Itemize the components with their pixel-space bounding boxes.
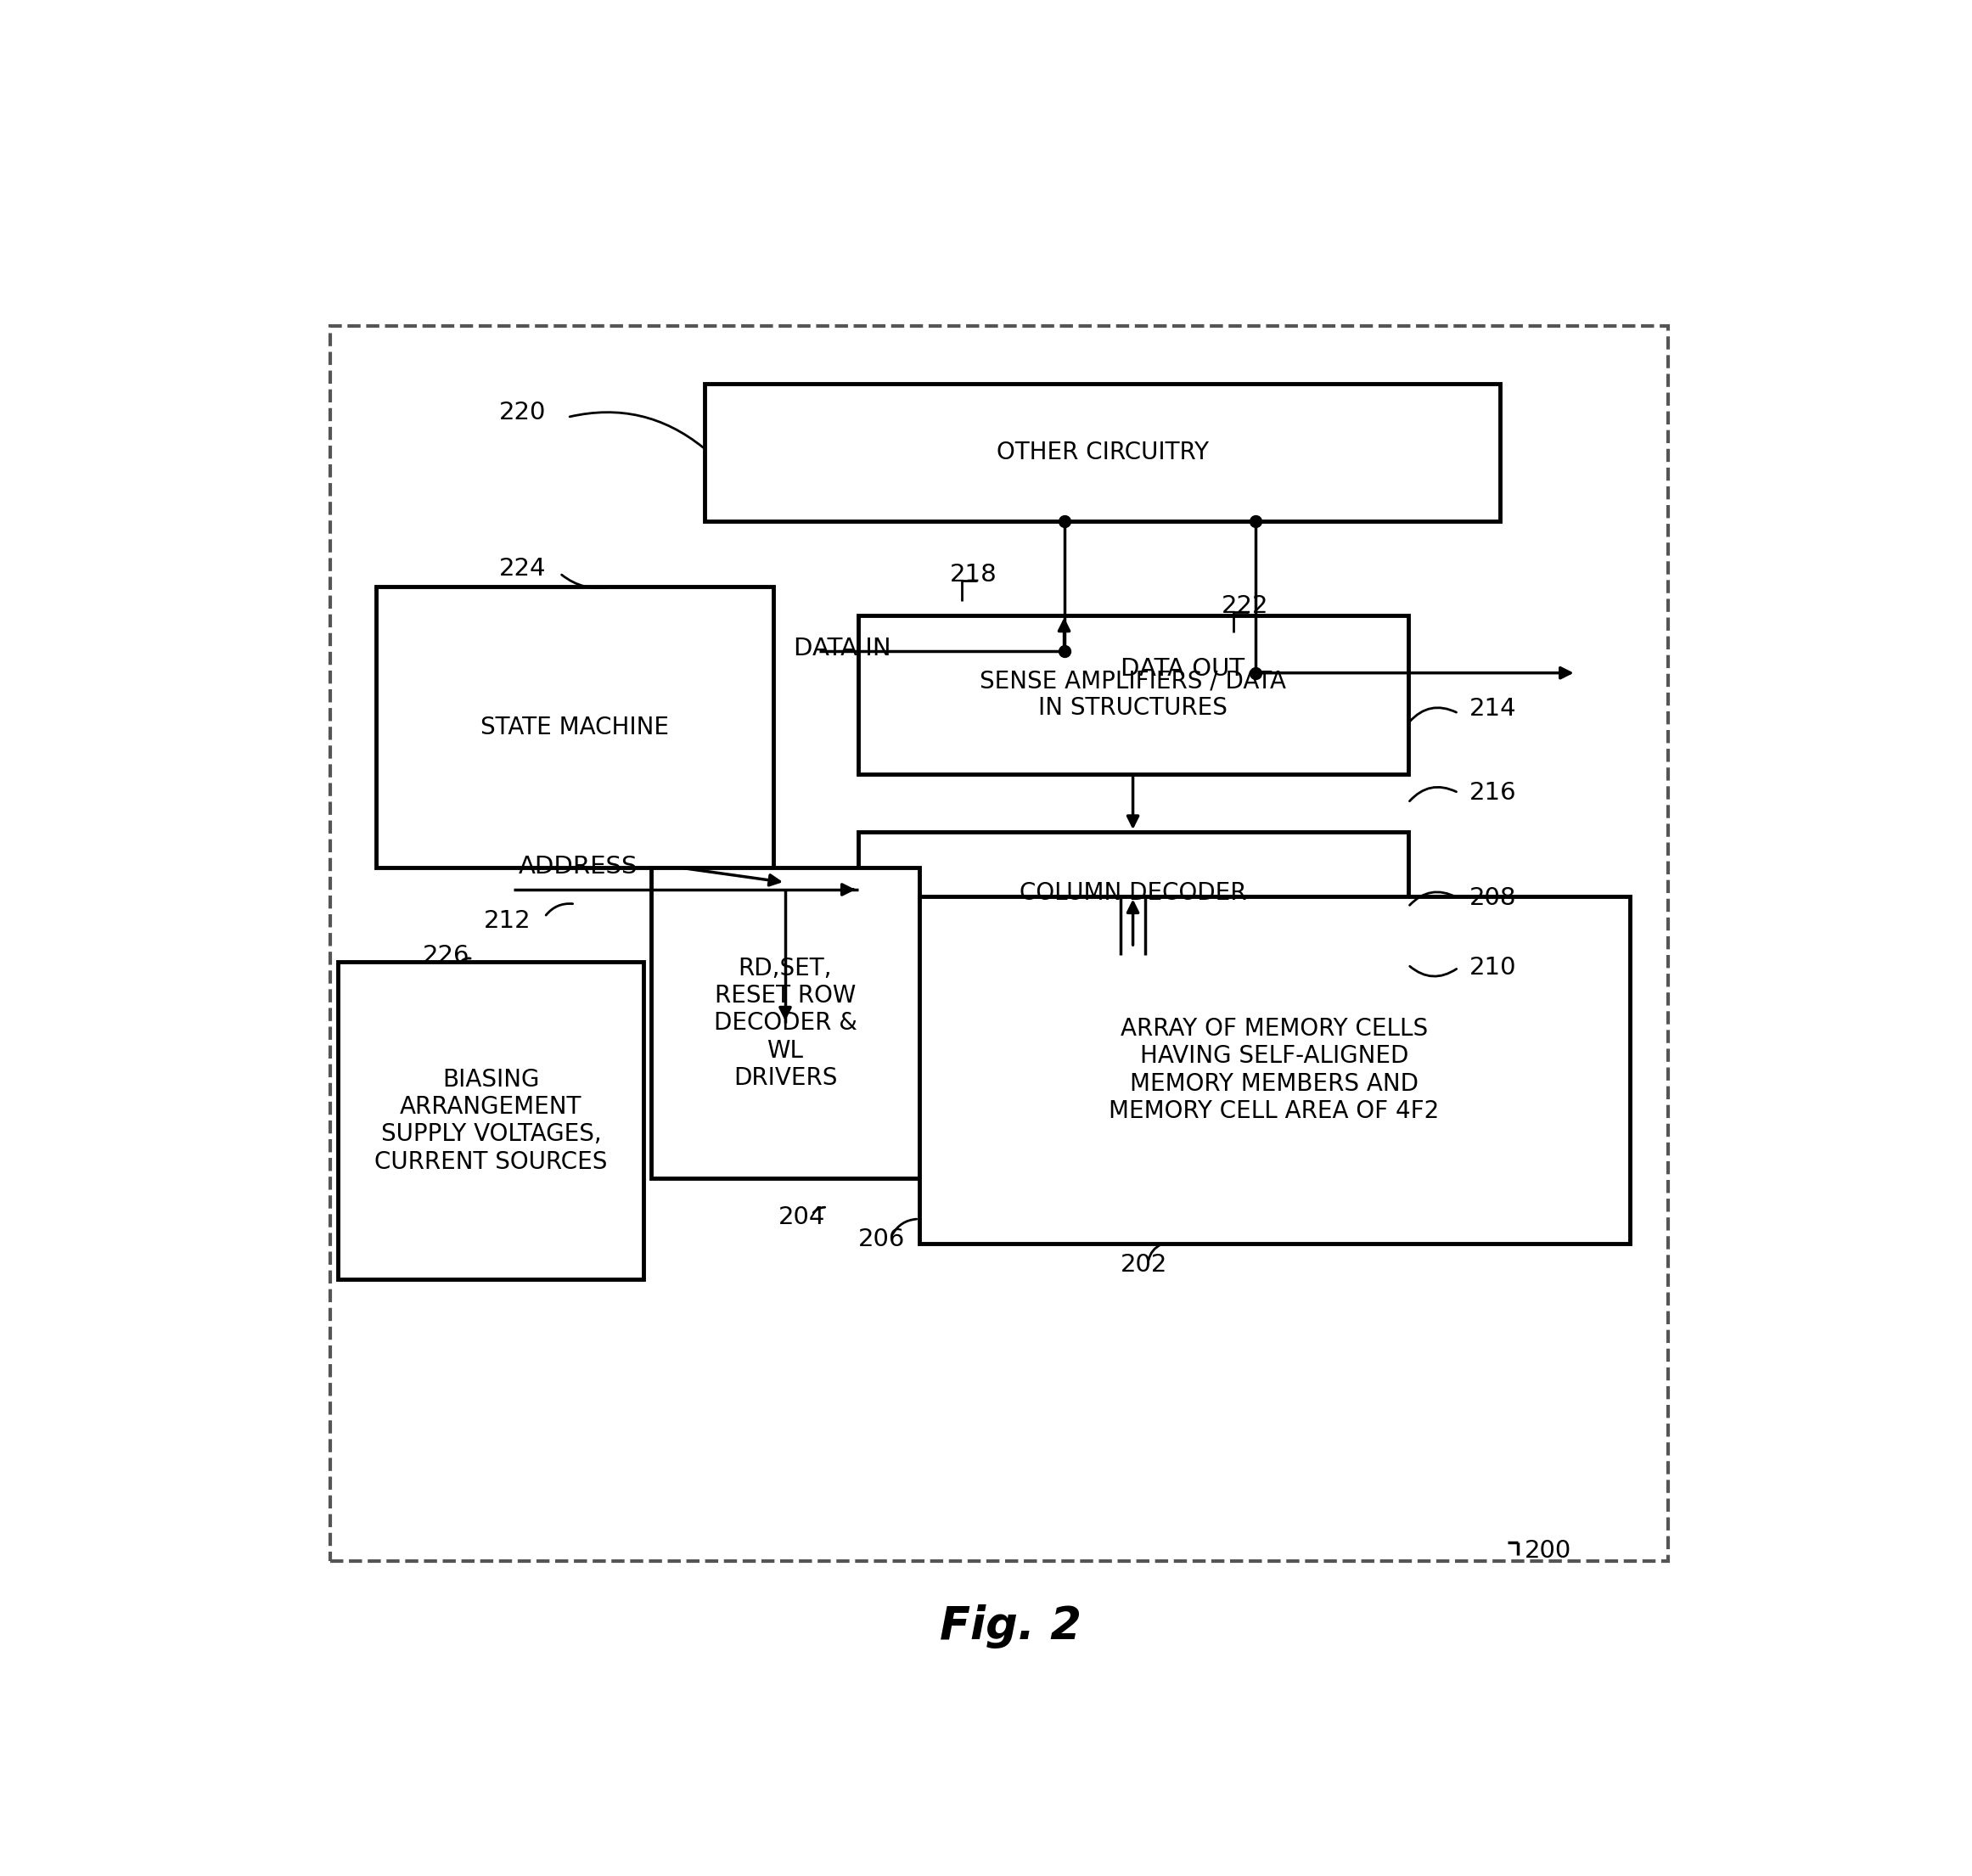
Text: 200: 200 (1524, 1540, 1572, 1563)
Text: 214: 214 (1469, 698, 1516, 720)
Text: 212: 212 (483, 910, 530, 932)
Bar (919, 897, 1629, 1244)
Bar (858, 615, 1408, 775)
Text: 210: 210 (1469, 955, 1516, 979)
Text: 206: 206 (858, 1227, 905, 1251)
Text: BIASING
ARRANGEMENT
SUPPLY VOLTAGES,
CURRENT SOURCES: BIASING ARRANGEMENT SUPPLY VOLTAGES, CUR… (375, 1067, 607, 1174)
Text: 208: 208 (1469, 885, 1516, 910)
Text: 226: 226 (422, 944, 469, 968)
Text: Fig. 2: Fig. 2 (941, 1604, 1081, 1649)
Text: SENSE AMPLIFIERS / DATA
IN STRUCTURES: SENSE AMPLIFIERS / DATA IN STRUCTURES (980, 670, 1286, 720)
Bar (651, 869, 919, 1178)
Text: 222: 222 (1221, 595, 1268, 619)
Text: DATA IN: DATA IN (793, 636, 891, 660)
Bar (858, 831, 1408, 955)
Text: 220: 220 (499, 401, 546, 424)
Text: 218: 218 (951, 563, 996, 587)
Text: COLUMN DECODER: COLUMN DECODER (1020, 882, 1246, 904)
Text: 202: 202 (1120, 1253, 1167, 1278)
Text: RD,SET,
RESET ROW
DECODER &
WL
DRIVERS: RD,SET, RESET ROW DECODER & WL DRIVERS (714, 957, 858, 1090)
Text: ADDRESS: ADDRESS (519, 855, 637, 878)
Text: ARRAY OF MEMORY CELLS
HAVING SELF-ALIGNED
MEMORY MEMBERS AND
MEMORY CELL AREA OF: ARRAY OF MEMORY CELLS HAVING SELF-ALIGNE… (1108, 1017, 1440, 1124)
Bar (706, 385, 1501, 522)
Text: STATE MACHINE: STATE MACHINE (481, 715, 669, 739)
Text: OTHER CIRCUITRY: OTHER CIRCUITRY (996, 441, 1209, 465)
Bar (339, 962, 643, 1279)
Bar (331, 326, 1668, 1561)
Bar (377, 585, 773, 869)
Text: 216: 216 (1469, 780, 1516, 805)
Text: 204: 204 (779, 1206, 826, 1229)
Text: DATA OUT: DATA OUT (1120, 657, 1244, 681)
Text: 224: 224 (499, 557, 546, 582)
